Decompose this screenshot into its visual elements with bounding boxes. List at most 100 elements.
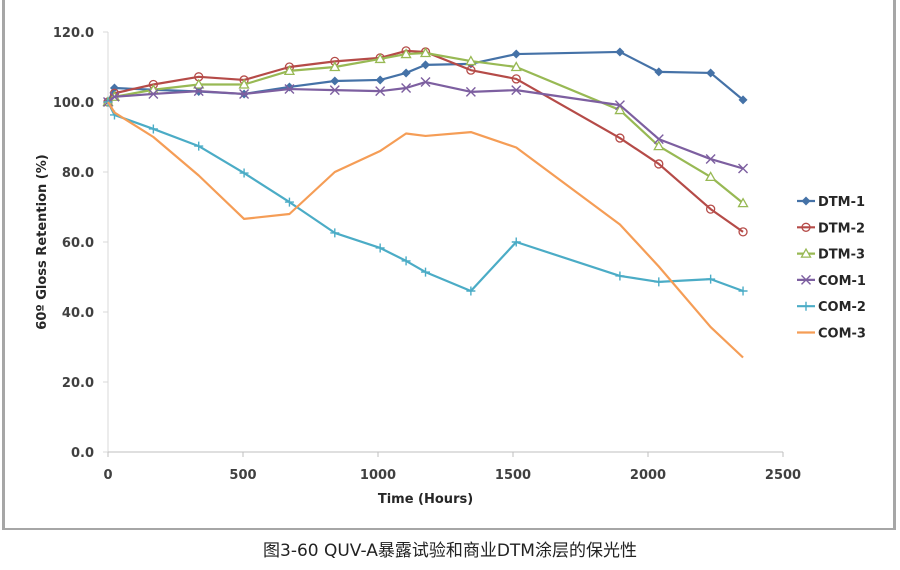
data-point-com-2 xyxy=(375,243,385,253)
y-tick-label: 60.0 xyxy=(62,236,94,251)
y-tick-label: 0.0 xyxy=(71,446,94,461)
series-line-com-1 xyxy=(107,80,744,170)
data-point-com-2 xyxy=(511,237,521,247)
data-point-com-1 xyxy=(705,154,716,165)
series-com-3 xyxy=(107,101,744,359)
legend-item-dtm-1: DTM-1 xyxy=(797,195,865,210)
data-point-com-1 xyxy=(614,100,625,111)
data-point-com-1 xyxy=(193,86,204,97)
data-point-com-2 xyxy=(615,271,625,281)
x-tick-label: 2000 xyxy=(630,468,666,483)
legend-marker xyxy=(800,247,812,258)
legend-label: DTM-3 xyxy=(818,248,865,263)
data-point-dtm-1 xyxy=(654,67,664,77)
data-point-dtm-3 xyxy=(329,61,341,72)
data-point-dtm-1 xyxy=(421,60,431,70)
legend-marker xyxy=(801,301,811,311)
y-tick-label: 20.0 xyxy=(62,376,94,391)
data-point-com-2 xyxy=(239,168,249,178)
legend-marker xyxy=(801,222,811,232)
data-point-dtm-2 xyxy=(615,133,625,143)
data-point-com-2 xyxy=(284,197,294,207)
y-tick-label: 40.0 xyxy=(62,306,94,321)
series-line-dtm-3 xyxy=(107,51,744,205)
line-chart: 0.0 20.0 40.0 60.0 80.0 100.0 120.0 0 500 1000 150… xyxy=(35,26,866,507)
data-point-dtm-2 xyxy=(466,65,476,75)
data-point-dtm-1 xyxy=(401,68,411,78)
data-point-com-2 xyxy=(194,141,204,151)
data-point-com-1 xyxy=(148,88,159,99)
data-point-com-1 xyxy=(653,134,664,145)
legend-item-dtm-3: DTM-3 xyxy=(797,248,865,263)
data-point-dtm-2 xyxy=(654,159,664,169)
data-point-com-2 xyxy=(466,286,476,296)
y-tick-label: 120.0 xyxy=(53,26,94,41)
series-com-1 xyxy=(103,77,749,174)
data-point-dtm-1 xyxy=(615,47,625,57)
data-point-dtm-3 xyxy=(374,53,386,64)
data-point-com-1 xyxy=(284,84,295,95)
data-point-com-1 xyxy=(401,83,412,93)
data-point-dtm-3 xyxy=(193,78,205,89)
x-axis-label: Time (Hours) xyxy=(378,492,473,507)
legend-label: COM-1 xyxy=(818,274,866,289)
data-point-dtm-1 xyxy=(706,68,716,78)
legend-item-com-3: COM-3 xyxy=(797,327,866,342)
data-point-dtm-3 xyxy=(614,104,626,115)
data-point-com-1 xyxy=(420,77,431,88)
chart-frame xyxy=(2,0,896,530)
x-tick-label: 1500 xyxy=(495,468,531,483)
data-point-dtm-1 xyxy=(375,75,385,85)
y-axis-label: 60º Gloss Retention (%) xyxy=(35,154,50,329)
x-tick-label: 2500 xyxy=(765,468,801,483)
legend-item-com-2: COM-2 xyxy=(797,300,866,315)
data-point-dtm-2 xyxy=(705,204,716,214)
series-line-com-2 xyxy=(107,101,744,293)
data-point-dtm-3 xyxy=(737,197,749,208)
legend-marker xyxy=(801,196,811,206)
data-point-dtm-1 xyxy=(330,76,340,86)
x-tick-label: 1000 xyxy=(360,468,396,483)
legend-label: COM-2 xyxy=(818,300,866,315)
data-point-com-1 xyxy=(511,85,522,96)
data-point-dtm-2 xyxy=(738,227,748,237)
data-point-com-2 xyxy=(421,267,431,277)
y-tick-label: 80.0 xyxy=(62,166,94,181)
data-point-com-1 xyxy=(738,163,749,174)
data-point-dtm-1 xyxy=(738,95,748,105)
legend-marker xyxy=(801,274,811,285)
data-point-dtm-3 xyxy=(465,55,477,66)
data-point-com-1 xyxy=(329,85,340,96)
legend-label: DTM-1 xyxy=(818,195,865,210)
data-point-com-1 xyxy=(465,86,476,97)
x-tick-label: 0 xyxy=(103,468,112,483)
data-point-dtm-3 xyxy=(705,171,717,182)
data-point-com-1 xyxy=(375,86,386,97)
data-point-dtm-3 xyxy=(419,47,432,58)
x-tick-label: 500 xyxy=(229,468,256,483)
data-point-dtm-3 xyxy=(653,140,665,151)
data-point-com-2 xyxy=(738,286,748,296)
data-point-com-1 xyxy=(239,88,250,99)
legend-label: COM-3 xyxy=(818,327,866,342)
data-point-dtm-3 xyxy=(238,78,250,89)
data-point-com-2 xyxy=(330,228,340,238)
series-line-com-3 xyxy=(107,101,744,359)
data-point-dtm-2 xyxy=(511,74,521,84)
series-dtm-3 xyxy=(102,47,749,208)
legend-item-com-1: COM-1 xyxy=(797,274,866,289)
y-tick-label: 100.0 xyxy=(53,96,94,111)
data-point-com-1 xyxy=(109,91,120,102)
figure-caption: 图3-60 QUV-A暴露试验和商业DTM涂层的保光性 xyxy=(263,541,637,561)
data-point-dtm-3 xyxy=(510,61,522,72)
data-point-dtm-3 xyxy=(283,65,296,75)
legend-label: DTM-2 xyxy=(818,221,865,236)
data-point-com-2 xyxy=(706,274,716,284)
data-point-com-2 xyxy=(401,256,411,266)
data-point-dtm-1 xyxy=(511,49,521,59)
data-point-com-2 xyxy=(654,277,664,287)
series-line-dtm-1 xyxy=(107,50,744,103)
data-point-dtm-3 xyxy=(400,48,412,59)
legend-item-dtm-2: DTM-2 xyxy=(797,221,865,236)
series-dtm-2 xyxy=(103,46,748,237)
